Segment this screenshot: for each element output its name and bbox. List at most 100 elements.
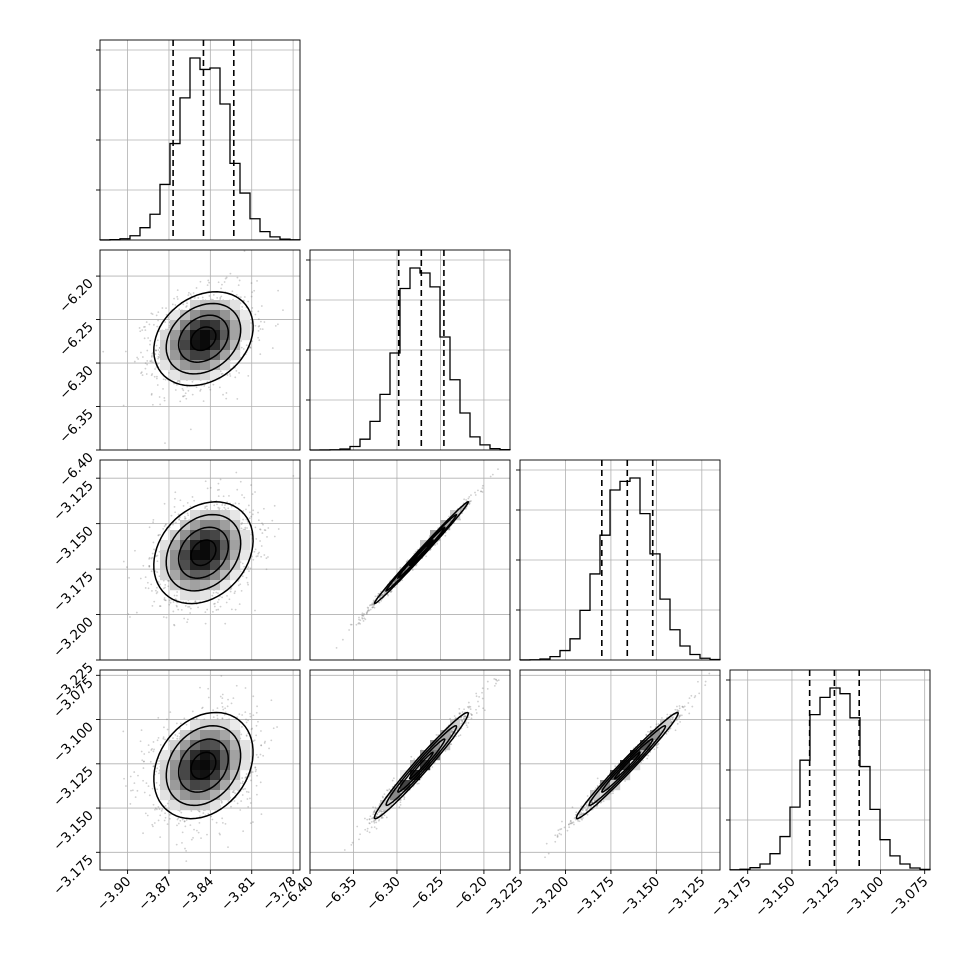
sample-point bbox=[227, 698, 229, 701]
sample-point bbox=[257, 519, 260, 522]
sample-point bbox=[201, 296, 204, 299]
sample-point bbox=[242, 830, 245, 833]
sample-point bbox=[459, 509, 462, 511]
sample-point bbox=[212, 383, 215, 386]
density-cell bbox=[210, 300, 221, 311]
sample-point bbox=[271, 347, 274, 349]
sample-point bbox=[168, 324, 171, 327]
sample-point bbox=[217, 482, 220, 485]
sample-point bbox=[146, 360, 149, 362]
sample-point bbox=[213, 605, 216, 608]
sample-point bbox=[157, 355, 160, 358]
sample-point bbox=[156, 571, 159, 574]
sample-point bbox=[187, 291, 190, 294]
sample-point bbox=[262, 507, 265, 510]
sample-point bbox=[137, 358, 140, 360]
hist-panel-2 bbox=[519, 459, 721, 661]
sample-point bbox=[241, 575, 244, 578]
sample-point bbox=[255, 734, 258, 737]
sample-point bbox=[217, 495, 220, 498]
sample-point bbox=[254, 491, 256, 493]
sample-point bbox=[251, 513, 254, 516]
sample-point bbox=[358, 616, 360, 619]
sample-point bbox=[179, 499, 182, 502]
sample-point bbox=[255, 711, 258, 714]
sample-point bbox=[261, 328, 264, 331]
sample-point bbox=[213, 603, 215, 605]
sample-point bbox=[258, 339, 261, 342]
sample-point bbox=[174, 304, 177, 306]
sample-point bbox=[361, 612, 364, 615]
sample-point bbox=[153, 822, 156, 824]
sample-point bbox=[141, 329, 144, 332]
sample-point bbox=[221, 697, 224, 699]
sample-point bbox=[191, 380, 194, 383]
sample-point bbox=[239, 480, 242, 483]
sample-point bbox=[250, 295, 253, 298]
density-cell bbox=[190, 350, 201, 361]
density-cell bbox=[180, 550, 191, 561]
density-cell bbox=[170, 350, 181, 361]
sample-point bbox=[199, 388, 202, 391]
sample-point bbox=[193, 499, 196, 502]
sample-point bbox=[139, 740, 142, 743]
sample-point bbox=[274, 324, 277, 327]
sample-point bbox=[240, 523, 243, 526]
sample-point bbox=[188, 605, 191, 608]
sample-point bbox=[252, 558, 255, 561]
sample-point bbox=[175, 521, 177, 524]
sample-point bbox=[174, 734, 177, 736]
sample-point bbox=[175, 383, 178, 386]
density-cell bbox=[180, 570, 191, 581]
sample-point bbox=[199, 686, 201, 689]
sample-point bbox=[186, 302, 188, 305]
sample-point bbox=[181, 841, 183, 844]
sample-point bbox=[221, 717, 224, 720]
sample-point bbox=[150, 583, 153, 586]
sample-point bbox=[212, 293, 215, 296]
sample-point bbox=[465, 499, 467, 501]
sample-point bbox=[238, 279, 241, 282]
sample-point bbox=[181, 831, 184, 834]
hist-step-0 bbox=[99, 57, 301, 241]
sample-point bbox=[185, 306, 187, 308]
sample-point bbox=[247, 566, 250, 569]
sample-point bbox=[167, 580, 170, 582]
sample-point bbox=[257, 310, 260, 313]
sample-point bbox=[207, 279, 210, 282]
sample-point bbox=[273, 535, 276, 538]
sample-point bbox=[149, 343, 151, 346]
sample-point bbox=[372, 603, 374, 606]
sample-point bbox=[172, 610, 175, 613]
sample-point bbox=[176, 298, 179, 300]
sample-point bbox=[260, 545, 263, 547]
sample-point bbox=[169, 601, 172, 604]
sample-point bbox=[225, 392, 228, 394]
sample-point bbox=[174, 491, 177, 494]
sample-point bbox=[151, 313, 154, 315]
sample-point bbox=[215, 609, 218, 611]
sample-point bbox=[207, 696, 210, 699]
sample-point bbox=[366, 610, 369, 613]
sample-point bbox=[174, 511, 177, 514]
sample-point bbox=[176, 591, 179, 593]
density-cell bbox=[230, 330, 241, 341]
density-cell bbox=[180, 530, 191, 541]
sample-point bbox=[146, 814, 149, 817]
sample-point bbox=[219, 370, 222, 373]
sample-point bbox=[208, 295, 211, 297]
sample-point bbox=[220, 295, 223, 298]
sample-point bbox=[371, 606, 374, 609]
sample-point bbox=[221, 596, 223, 599]
sample-point bbox=[218, 386, 221, 389]
sample-point bbox=[247, 300, 250, 303]
sample-point bbox=[257, 325, 260, 328]
sample-point bbox=[254, 526, 257, 529]
sample-point bbox=[157, 357, 160, 360]
sample-point bbox=[182, 505, 185, 507]
sample-point bbox=[157, 319, 159, 322]
sample-point bbox=[155, 314, 158, 317]
sample-point bbox=[229, 590, 232, 593]
sample-point bbox=[380, 599, 383, 602]
sample-point bbox=[221, 283, 223, 286]
